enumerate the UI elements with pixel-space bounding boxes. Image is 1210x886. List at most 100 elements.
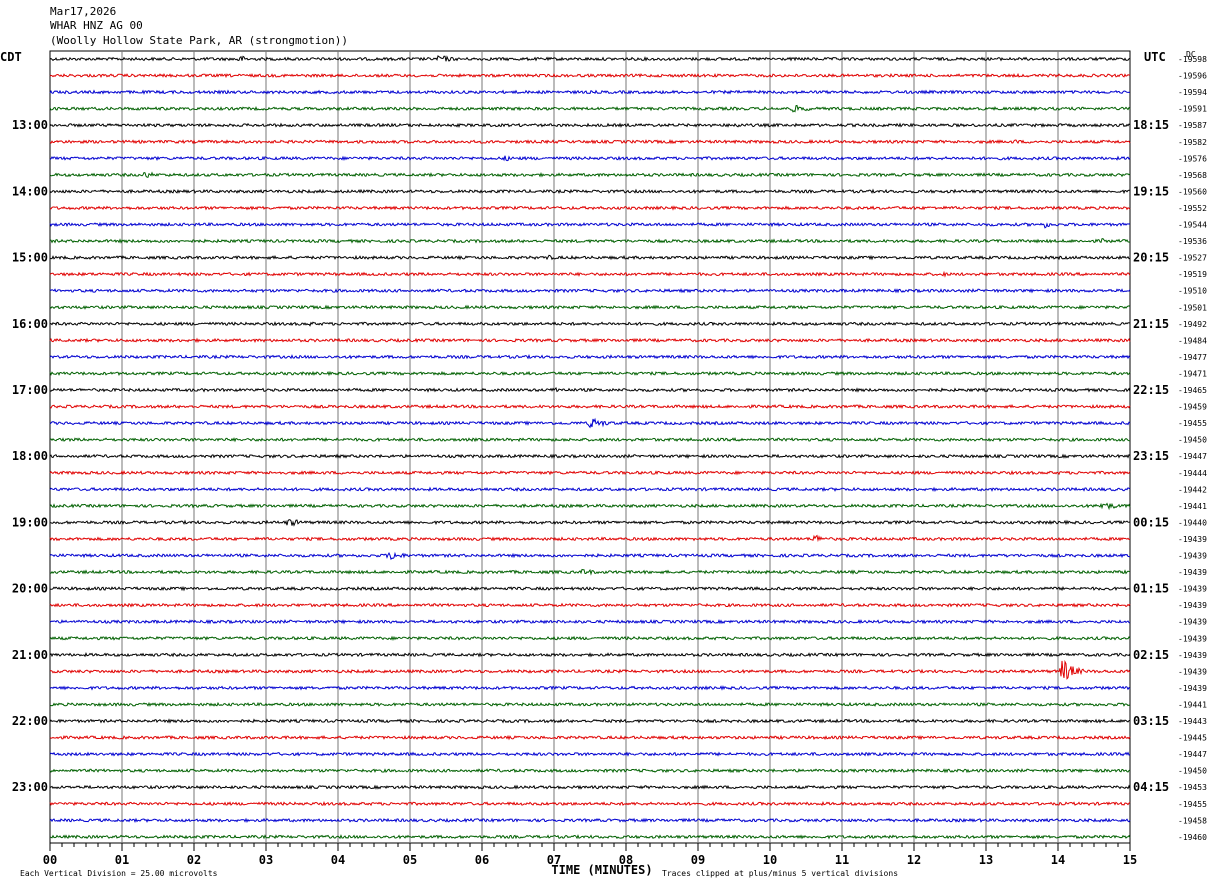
dc-offset-label: -19484 — [1178, 336, 1207, 345]
cdt-hour-label: 22:00 — [12, 714, 48, 728]
dc-offset-label: -19598 — [1178, 55, 1207, 64]
x-tick-label: 05 — [403, 853, 417, 867]
dc-offset-label: -19465 — [1178, 386, 1207, 395]
dc-offset-label: -19594 — [1178, 88, 1207, 97]
seismic-trace — [49, 321, 1131, 327]
dc-offset-label: -19441 — [1178, 502, 1207, 511]
utc-hour-label: 22:15 — [1133, 383, 1169, 397]
utc-timezone-label: UTC — [1144, 50, 1166, 64]
x-tick-label: 04 — [331, 853, 345, 867]
cdt-hour-label: 20:00 — [12, 582, 48, 596]
seismic-trace — [49, 205, 1131, 211]
seismic-trace — [49, 104, 1131, 113]
dc-offset-label: -19439 — [1178, 667, 1207, 676]
utc-hour-label: 00:15 — [1133, 515, 1169, 529]
x-tick-label: 02 — [187, 853, 201, 867]
dc-offset-label: -19439 — [1178, 634, 1207, 643]
dc-offset-label: -19460 — [1178, 833, 1207, 842]
dc-offset-label: -19459 — [1178, 403, 1207, 412]
station-code: WHAR HNZ AG 00 — [50, 19, 143, 32]
cdt-timezone-label: CDT — [0, 50, 22, 64]
seismic-trace — [49, 800, 1131, 807]
dc-offset-label: -19477 — [1178, 353, 1207, 362]
dc-offset-label: -19439 — [1178, 618, 1207, 627]
cdt-hour-label: 13:00 — [12, 118, 48, 132]
seismic-trace — [49, 122, 1131, 129]
seismic-trace — [49, 304, 1131, 310]
x-tick-label: 00 — [43, 853, 57, 867]
dc-offset-label: -19450 — [1178, 767, 1207, 776]
seismic-trace — [49, 337, 1131, 344]
seismic-trace — [49, 188, 1130, 195]
seismic-trace — [49, 784, 1131, 790]
x-tick-label: 03 — [259, 853, 273, 867]
seismic-trace — [49, 486, 1131, 493]
seismic-trace — [49, 453, 1131, 459]
seismic-trace — [49, 417, 1131, 429]
seismic-trace — [49, 155, 1131, 162]
utc-hour-label: 03:15 — [1133, 714, 1169, 728]
utc-hour-label: 04:15 — [1133, 780, 1169, 794]
plot-frame — [49, 50, 1131, 844]
seismic-trace — [49, 751, 1131, 757]
dc-offset-label: -19510 — [1178, 287, 1207, 296]
x-tick-label: 08 — [619, 853, 633, 867]
cdt-hour-label: 18:00 — [12, 449, 48, 463]
seismic-trace — [49, 354, 1131, 360]
seismic-trace — [50, 519, 1131, 527]
dc-offset-label: -19582 — [1178, 138, 1207, 147]
dc-offset-label: -19596 — [1178, 72, 1207, 81]
seismic-trace — [49, 768, 1131, 774]
dc-offset-label: -19587 — [1178, 121, 1207, 130]
x-tick-label: 07 — [547, 853, 561, 867]
cdt-hour-label: 19:00 — [12, 515, 48, 529]
dc-offset-label: -19455 — [1178, 419, 1207, 428]
seismic-trace — [49, 659, 1131, 680]
dc-header-label: DC — [1186, 50, 1196, 59]
seismic-trace — [49, 817, 1131, 824]
seismic-trace — [49, 619, 1131, 625]
seismic-trace — [49, 652, 1131, 658]
dc-offset-label: -19442 — [1178, 485, 1207, 494]
dc-offset-label: -19445 — [1178, 734, 1207, 743]
plot-date: Mar17,2026 — [50, 5, 117, 18]
seismic-trace — [49, 469, 1131, 476]
x-tick-label: 01 — [115, 853, 129, 867]
seismic-trace — [49, 221, 1131, 229]
cdt-hour-label: 16:00 — [12, 317, 48, 331]
seismic-trace — [49, 534, 1131, 543]
seismic-trace — [49, 701, 1131, 708]
dc-offset-label: -19439 — [1178, 684, 1207, 693]
cdt-hour-label: 14:00 — [12, 184, 48, 198]
seismic-trace — [49, 734, 1131, 741]
dc-offset-label: -19439 — [1178, 601, 1207, 610]
dc-offset-label: -19439 — [1178, 568, 1207, 577]
seismic-trace — [49, 718, 1131, 724]
x-tick-label: 11 — [835, 853, 849, 867]
utc-hour-label: 01:15 — [1133, 582, 1169, 596]
dc-offset-label: -19501 — [1178, 303, 1207, 312]
dc-offset-label: -19519 — [1178, 270, 1207, 279]
dc-offset-label: -19536 — [1178, 237, 1207, 246]
dc-offset-label: -19450 — [1178, 436, 1207, 445]
seismic-trace — [49, 238, 1131, 244]
seismic-trace — [49, 834, 1131, 840]
utc-hour-label: 02:15 — [1133, 648, 1169, 662]
dc-offset-label: -19544 — [1178, 221, 1207, 230]
seismic-trace — [49, 585, 1131, 592]
dc-offset-label: -19440 — [1178, 518, 1207, 527]
x-tick-label: 13 — [979, 853, 993, 867]
seismic-trace — [49, 270, 1131, 278]
x-tick-label: 15 — [1123, 853, 1137, 867]
seismic-trace — [49, 171, 1131, 178]
dc-offset-label: -19591 — [1178, 105, 1207, 114]
seismic-trace — [49, 502, 1131, 511]
x-tick-label: 06 — [475, 853, 489, 867]
utc-hour-label: 20:15 — [1133, 251, 1169, 265]
utc-hour-label: 21:15 — [1133, 317, 1169, 331]
dc-offset-label: -19560 — [1178, 187, 1207, 196]
seismic-trace — [49, 635, 1131, 641]
scale-note: Each Vertical Division = 25.00 microvolt… — [20, 869, 218, 878]
dc-offset-label: -19458 — [1178, 816, 1207, 825]
